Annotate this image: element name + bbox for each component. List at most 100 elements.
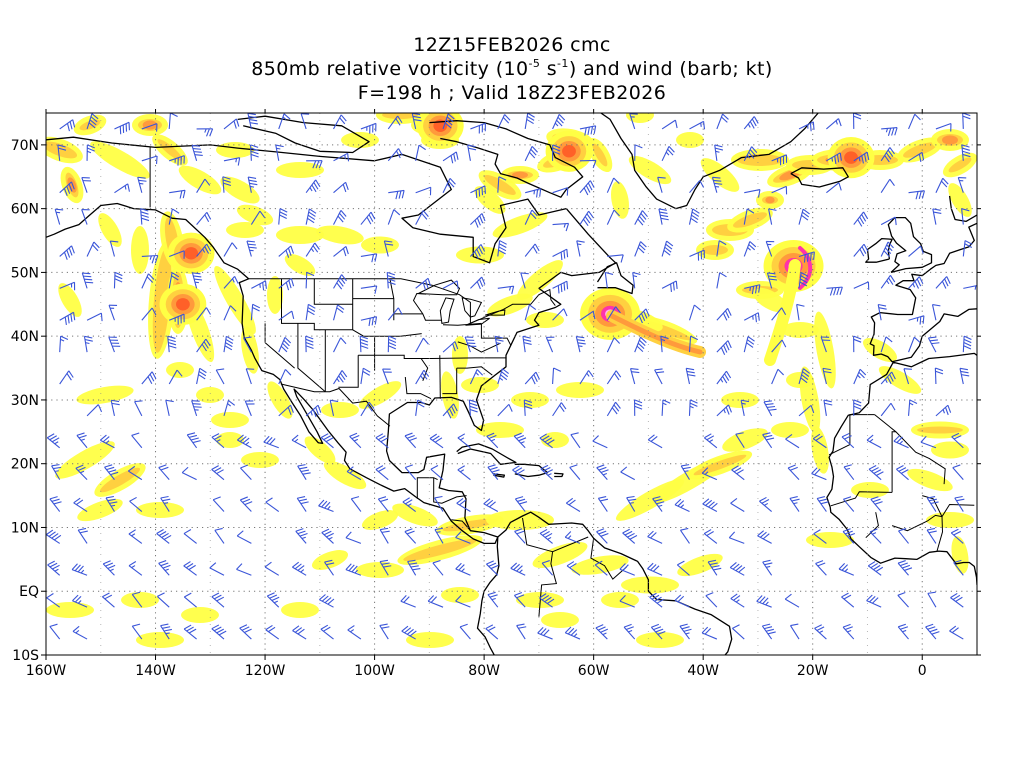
wind-barb [360,367,371,385]
wind-barb [816,496,829,512]
wind-barb [880,178,895,194]
lat-tick-label: 10N [11,520,39,536]
wind-barb [607,254,624,263]
wind-barb [826,182,842,194]
wind-barb [427,595,444,608]
wind-barb [579,370,594,385]
wind-barb [494,335,504,353]
wind-barb [762,559,773,576]
wind-barb [411,113,422,130]
wind-barb [264,561,280,576]
wind-barb [464,336,477,353]
wind-barb [606,401,621,417]
wind-barb [404,464,417,481]
wind-barb [510,562,526,576]
wind-barb [688,304,701,321]
wind-barb [141,123,158,132]
wind-barb [679,527,690,544]
wind-barb [86,404,103,417]
wind-barb [404,432,417,449]
wind-barb [158,464,170,481]
wind-barb [647,434,663,449]
wind-barb [237,434,252,449]
wind-barb [169,155,185,166]
wind-barb [333,210,347,225]
coastline-segment [599,113,819,210]
wind-barb [950,592,964,608]
coastline-segment [887,216,933,274]
vorticity-shading [46,113,977,648]
wind-barb [962,335,972,353]
lon-tick-label: 120W [245,663,286,679]
wind-barb [701,467,718,481]
wind-barb [196,243,212,257]
wind-barb [744,284,761,295]
wind-barb [387,148,403,162]
wind-barb [345,531,362,544]
wind-barb [798,208,810,225]
wind-barb [881,127,898,136]
wind-barbs [46,113,977,640]
wind-barb [59,119,76,132]
wind-barb [239,496,253,512]
wind-barb [236,530,252,544]
political-border [297,323,326,393]
wind-barb [415,186,432,196]
wind-barb [469,369,484,385]
coastline-segment [46,136,617,545]
wind-barb [223,276,239,289]
wind-barb [539,433,555,449]
wind-barb [716,370,732,385]
wind-barb [756,595,772,608]
coastline-segment [429,120,584,198]
wind-barb [250,210,266,225]
wind-barb [59,281,76,291]
wind-barb [552,308,568,321]
wind-barb [345,563,362,576]
wind-barb [579,159,597,169]
wind-barb [333,152,350,162]
wind-barb [333,370,348,385]
wind-barb [223,335,234,353]
wind-barb [716,272,727,289]
political-border [352,329,422,337]
wind-barb [497,368,509,385]
wind-barb [908,336,921,353]
wind-barb [388,189,405,200]
wind-barb [377,496,389,512]
wind-barb [787,464,800,481]
wind-barb [114,183,130,194]
wind-barb [926,495,939,512]
political-border [442,368,458,395]
wind-barb [537,626,553,640]
wind-barb [634,336,647,353]
wind-barb [784,593,800,608]
wind-barb [141,307,157,321]
political-border [338,355,359,388]
wind-barb [77,527,88,544]
wind-barb [743,312,760,323]
wind-barb [679,623,692,640]
title-exponent-2: -1 [557,57,569,70]
political-border [480,323,512,346]
wind-barb [525,188,542,198]
wind-barb [908,245,924,257]
wind-barb [869,528,882,544]
wind-barb [761,623,776,640]
wind-barb [576,240,585,257]
lon-tick-label: 160W [26,663,67,679]
wind-barb [169,189,186,199]
wind-barb [552,367,562,385]
wind-barb [853,243,869,257]
wind-barb [595,624,609,640]
wind-barb [105,495,118,512]
wind-barb [497,114,511,130]
wind-barb [596,464,609,481]
wind-barb [961,208,970,225]
wind-barb [838,562,854,576]
wind-barb [108,336,121,353]
wind-barb [169,250,185,259]
wind-barb [165,399,174,417]
wind-barb [880,147,895,163]
